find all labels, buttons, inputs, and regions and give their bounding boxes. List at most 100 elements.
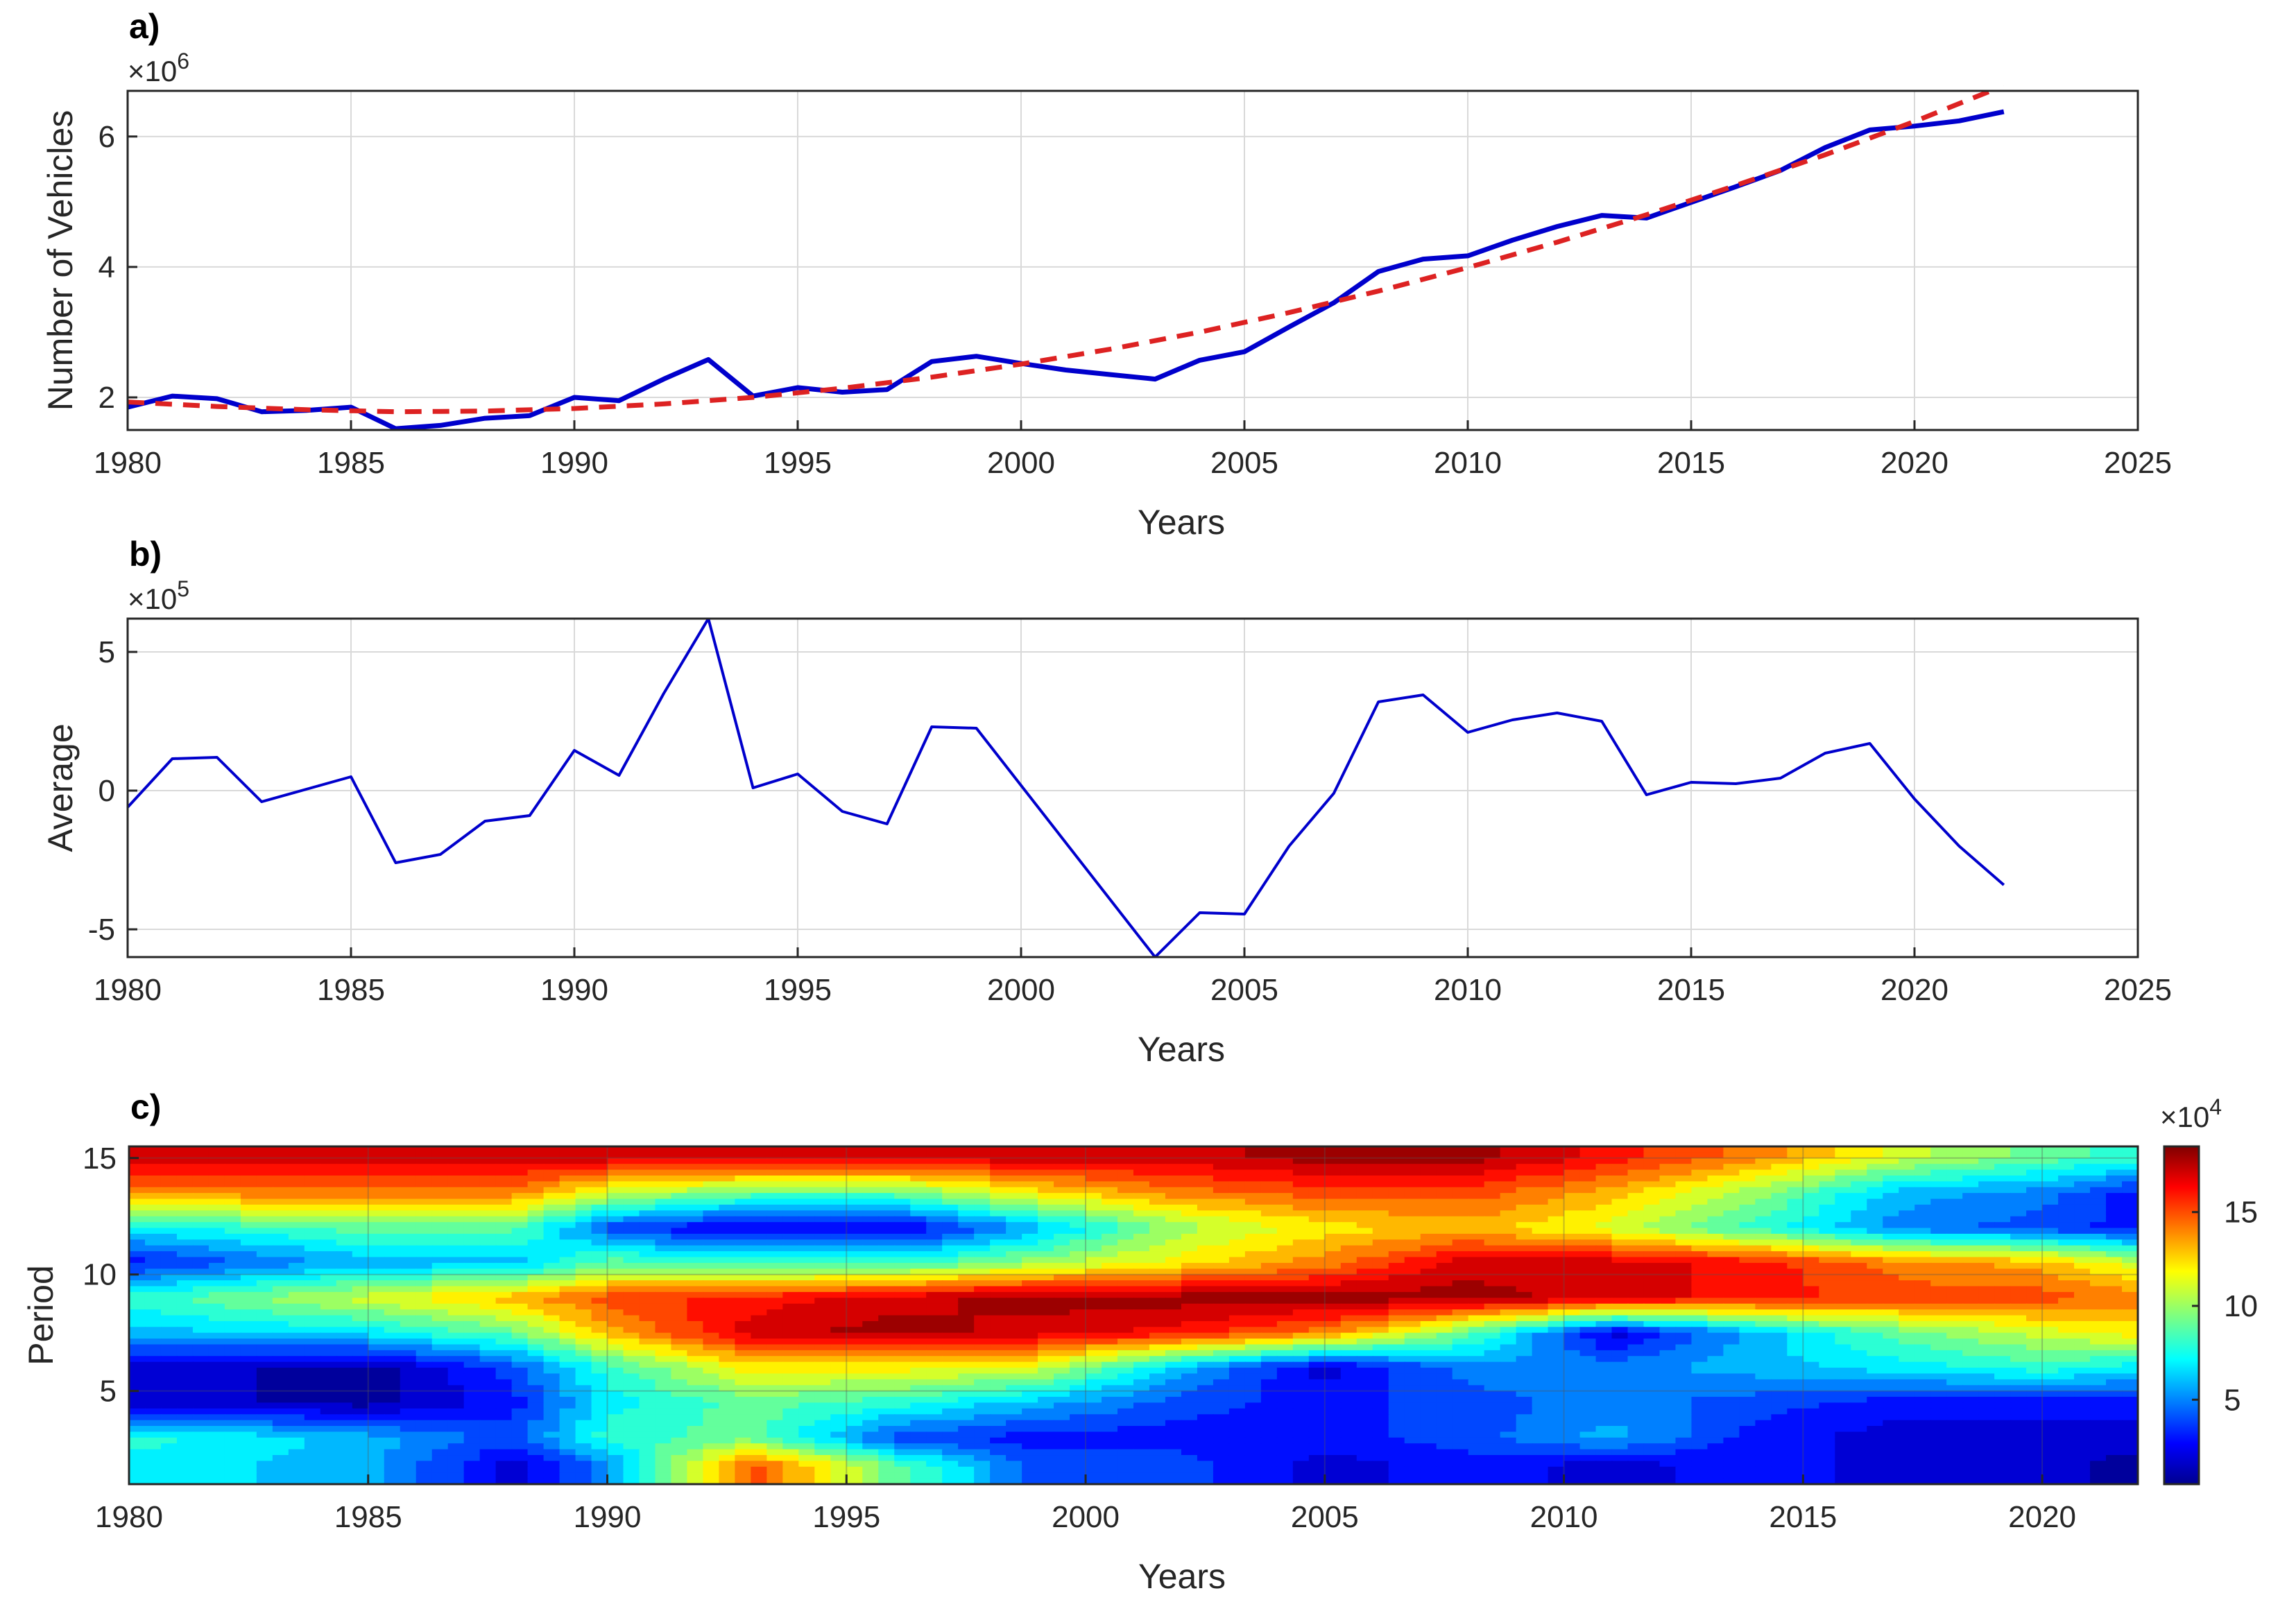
heatmap-cell: [1197, 1251, 1214, 1258]
heatmap-cell: [495, 1291, 513, 1299]
heatmap-cell: [1149, 1164, 1166, 1171]
heatmap-cell: [1022, 1175, 1039, 1182]
heatmap-cell: [1244, 1216, 1262, 1223]
heatmap-cell: [1054, 1146, 1071, 1153]
heatmap-cell: [288, 1356, 305, 1363]
heatmap-cell: [1038, 1320, 1055, 1328]
heatmap-cell: [1197, 1309, 1214, 1316]
heatmap-cell: [224, 1361, 241, 1369]
heatmap-cell: [272, 1187, 289, 1194]
heatmap-cell: [384, 1327, 401, 1334]
heatmap-cell: [958, 1257, 975, 1264]
heatmap-cell: [735, 1210, 752, 1217]
heatmap-cell: [2074, 1315, 2091, 1322]
heatmap-cell: [1070, 1216, 1087, 1223]
heatmap-cell: [607, 1152, 624, 1159]
heatmap-cell: [1388, 1152, 1405, 1159]
heatmap-cell: [1133, 1169, 1150, 1176]
heatmap-cell: [1244, 1327, 1262, 1334]
heatmap-cell: [1563, 1327, 1581, 1334]
heatmap-cell: [1962, 1146, 1980, 1153]
heatmap-cell: [288, 1152, 305, 1159]
heatmap-cell: [447, 1257, 465, 1264]
heatmap-cell: [1819, 1257, 1836, 1264]
heatmap-cell: [878, 1175, 896, 1182]
heatmap-cell: [129, 1320, 146, 1328]
heatmap-cell: [1500, 1187, 1517, 1194]
heatmap-cell: [2042, 1339, 2059, 1345]
heatmap-cell: [830, 1210, 848, 1217]
heatmap-cell: [176, 1181, 194, 1188]
heatmap-cell: [1452, 1239, 1469, 1246]
heatmap-cell: [1883, 1268, 1900, 1275]
heatmap-cell: [1978, 1315, 1996, 1322]
heatmap-cell: [559, 1216, 576, 1223]
heatmap-cell: [511, 1204, 529, 1212]
heatmap-cell: [1070, 1245, 1087, 1253]
heatmap-cell: [1627, 1356, 1645, 1363]
heatmap-cell: [623, 1339, 640, 1345]
heatmap-cell: [1723, 1361, 1740, 1369]
heatmap-cell: [1292, 1262, 1310, 1270]
heatmap-cell: [543, 1303, 560, 1311]
heatmap-cell: [862, 1251, 880, 1258]
heatmap-cell: [479, 1216, 497, 1223]
heatmap-cell: [1484, 1169, 1501, 1176]
heatmap-cell: [1532, 1198, 1549, 1205]
heatmap-cell: [2090, 1222, 2107, 1229]
heatmap-cell: [304, 1309, 321, 1316]
heatmap-cell: [1054, 1222, 1071, 1229]
heatmap-cell: [830, 1222, 848, 1229]
heatmap-cell: [798, 1332, 816, 1340]
heatmap-cell: [623, 1268, 640, 1275]
heatmap-cell: [1548, 1257, 1565, 1264]
heatmap-cell: [782, 1268, 800, 1275]
heatmap-cell: [1372, 1193, 1389, 1200]
heatmap-cell: [1994, 1361, 2012, 1369]
heatmap-cell: [1579, 1361, 1597, 1369]
heatmap-cell: [431, 1198, 449, 1205]
a-series-trend: [128, 91, 1998, 415]
heatmap-cell: [926, 1339, 943, 1345]
heatmap-cell: [1707, 1274, 1724, 1282]
heatmap-cell: [1611, 1262, 1629, 1270]
heatmap-cell: [655, 1268, 672, 1275]
heatmap-cell: [288, 1239, 305, 1246]
heatmap-cell: [1787, 1315, 1804, 1322]
heatmap-cell: [527, 1356, 545, 1363]
heatmap-cell: [240, 1204, 257, 1212]
heatmap-cell: [320, 1356, 337, 1363]
heatmap-cell: [384, 1361, 401, 1369]
heatmap-cell: [926, 1344, 943, 1351]
heatmap-cell: [240, 1303, 257, 1311]
heatmap-cell: [2058, 1198, 2075, 1205]
heatmap-cell: [1038, 1251, 1055, 1258]
heatmap-cell: [1755, 1262, 1772, 1270]
heatmap-cell: [176, 1210, 194, 1217]
heatmap-cell: [1292, 1251, 1310, 1258]
heatmap-cell: [814, 1239, 832, 1246]
heatmap-cell: [1835, 1327, 1852, 1334]
heatmap-cell: [1962, 1164, 1980, 1171]
heatmap-cell: [846, 1327, 864, 1334]
heatmap-cell: [495, 1181, 513, 1188]
heatmap-cell: [1899, 1315, 1916, 1322]
heatmap-cell: [1436, 1204, 1453, 1212]
heatmap-cell: [1117, 1268, 1134, 1275]
heatmap-cell: [479, 1350, 497, 1357]
heatmap-cell: [1675, 1193, 1693, 1200]
heatmap-cell: [1563, 1298, 1581, 1305]
heatmap-cell: [1994, 1164, 2012, 1171]
heatmap-cell: [1340, 1164, 1357, 1171]
heatmap-cell: [1532, 1327, 1549, 1334]
heatmap-cell: [990, 1320, 1007, 1328]
heatmap-cell: [352, 1339, 369, 1345]
heatmap-cell: [1675, 1274, 1693, 1282]
heatmap-cell: [559, 1298, 576, 1305]
heatmap-cell: [719, 1228, 736, 1234]
heatmap-cell: [846, 1175, 864, 1182]
heatmap-cell: [751, 1152, 768, 1159]
heatmap-cell: [1755, 1291, 1772, 1299]
heatmap-cell: [1484, 1146, 1501, 1153]
heatmap-cell: [1962, 1286, 1980, 1293]
